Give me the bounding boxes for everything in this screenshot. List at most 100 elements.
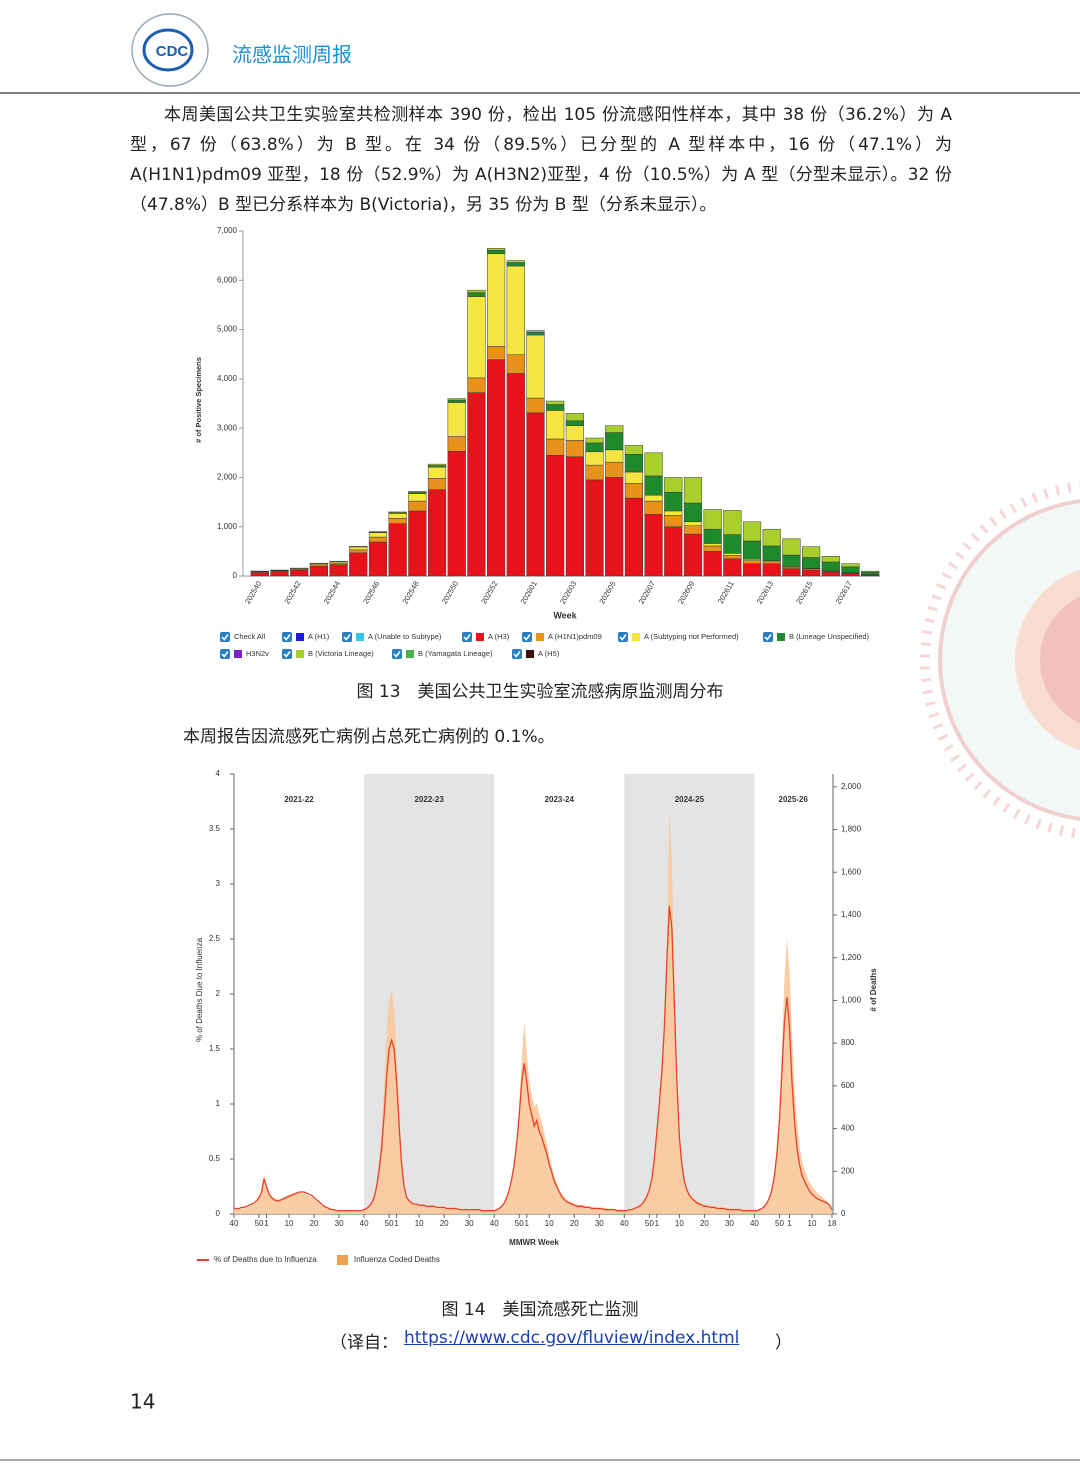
x-tick-label: 202605 (597, 579, 617, 605)
bar-segment (309, 565, 328, 577)
bar-segment (506, 373, 525, 577)
bar-segment (546, 400, 565, 405)
season-label: 2022-23 (414, 795, 444, 804)
bar-segment (802, 569, 821, 577)
bar-segment (624, 497, 643, 577)
bar-segment (605, 425, 624, 433)
bar-segment (841, 563, 860, 568)
y2-tick-label: 800 (841, 1038, 855, 1047)
bar-segment (742, 521, 762, 542)
x-tick-label: 202546 (361, 579, 381, 605)
bar-segment (506, 354, 525, 374)
legend-check (523, 634, 531, 641)
bar-segment (368, 532, 388, 538)
legend-label: % of Deaths due to Influenza (214, 1255, 317, 1264)
bar-segment (427, 463, 447, 466)
legend-checkbox (220, 632, 230, 642)
season-band (624, 774, 755, 1214)
bar-segment (683, 525, 703, 535)
x-tick-label: 202611 (716, 579, 736, 605)
source-prefix: （译自： (330, 1333, 398, 1353)
bar-segment (546, 410, 565, 440)
legend-checkbox (462, 632, 472, 642)
x-tick-label: 50 (385, 1219, 394, 1228)
y-tick-label: 4,000 (217, 374, 238, 383)
logo-text: CDC (156, 43, 189, 60)
y-tick-label: 2.5 (209, 934, 221, 943)
season-label: 2024-25 (675, 795, 705, 804)
legend-label: B (Yamagata Lineage) (418, 649, 493, 658)
x-tick-label: 30 (725, 1219, 734, 1228)
bar-segment (703, 551, 722, 577)
bar-segment (762, 545, 781, 561)
bar-segment (821, 556, 840, 563)
legend-checkbox (342, 632, 352, 642)
source-suffix: ） (775, 1333, 792, 1353)
bar-segment (644, 452, 663, 477)
bar-segment (624, 471, 643, 484)
bar-segment (565, 425, 584, 441)
bar-segment (723, 510, 742, 535)
x-tick-label: 40 (750, 1219, 759, 1228)
y-tick-label: 3.5 (209, 824, 221, 833)
y-tick-label: 5,000 (217, 325, 238, 334)
legend-check (221, 651, 229, 658)
bar-segment (526, 331, 545, 336)
bar-segment (388, 518, 407, 525)
x-tick-label: 202552 (479, 579, 499, 605)
y-tick-label: 6,000 (217, 275, 238, 284)
x-tick-label: 50 (515, 1219, 524, 1228)
bar-segment (644, 500, 663, 515)
legend-swatch (406, 650, 414, 658)
legend-label: A (Unable to Subtype) (368, 632, 442, 641)
legend-label: A (H5) (538, 649, 560, 658)
bar-segment (526, 397, 545, 414)
bar-segment (467, 292, 486, 297)
page-number: 14 (130, 1390, 155, 1414)
bar-segment (624, 483, 643, 499)
figure-caption: 图 14 美国流感死亡监测 (441, 1300, 638, 1320)
bar-segment (408, 490, 427, 493)
bar-segment (447, 402, 466, 437)
legend-checkbox (512, 649, 522, 659)
y-axis-title: % of Deaths Due to Influenza (195, 937, 204, 1042)
bar-segment (467, 296, 486, 379)
bar-segment (762, 561, 781, 564)
legend-label: A (H3) (488, 632, 510, 641)
legend-label: A (H1N1)pdm09 (548, 632, 602, 641)
legend-label: A (H1) (308, 632, 330, 641)
x-tick-label: 40 (230, 1219, 239, 1228)
bar-segment (683, 502, 703, 523)
x-tick-label: 10 (808, 1219, 817, 1228)
bar-segment (664, 477, 683, 493)
x-tick-label: 30 (595, 1219, 604, 1228)
legend-swatch (337, 1255, 348, 1265)
season-label: 2021-22 (284, 795, 314, 804)
legend-label: Check All (234, 632, 266, 641)
bar-segment (841, 573, 860, 577)
bar-segment (408, 493, 427, 502)
bar-segment (427, 478, 447, 490)
paragraph: 本周报告因流感死亡病例占总死亡病例的 0.1%。 (183, 727, 555, 747)
x-tick-label: 10 (545, 1219, 554, 1228)
bar-segment (683, 477, 703, 504)
bar-segment (270, 571, 289, 577)
bar-segment (388, 511, 407, 513)
line (234, 905, 833, 1212)
bar-segment (546, 438, 565, 456)
bar-segment (742, 540, 762, 560)
x-tick-label: 202609 (676, 579, 696, 605)
legend-label: Influenza Coded Deaths (354, 1255, 440, 1264)
bar-segment (349, 549, 368, 554)
legend-checkbox (282, 632, 292, 642)
legend-checkbox (763, 632, 773, 642)
source-link[interactable]: https://www.cdc.gov/fluview/index.html (404, 1328, 740, 1348)
bar-segment (664, 491, 683, 512)
bar-segment (349, 546, 368, 551)
bar-segment (802, 546, 821, 558)
legend-checkbox (282, 649, 292, 659)
legend-label: H3N2v (246, 649, 269, 658)
bar-segment (250, 572, 269, 577)
bar-segment (487, 346, 506, 360)
